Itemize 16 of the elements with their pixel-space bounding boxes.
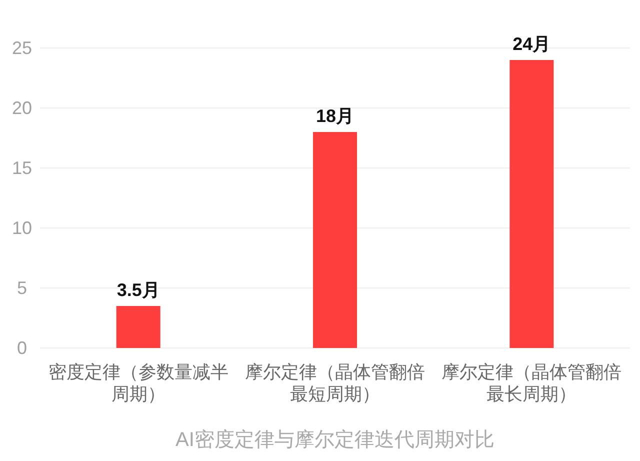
data-label: 3.5月 bbox=[116, 280, 160, 300]
y-tick-label: 5 bbox=[16, 278, 28, 298]
y-tick-label: 0 bbox=[16, 338, 28, 358]
x-tick-label: 密度定律（参数量减半周期） bbox=[48, 362, 228, 404]
bar bbox=[510, 60, 554, 348]
y-tick-label: 15 bbox=[12, 158, 32, 178]
x-tick-label: 摩尔定律（晶体管翻倍最短周期） bbox=[245, 362, 425, 404]
bar bbox=[313, 132, 357, 348]
bar bbox=[116, 306, 160, 348]
data-label: 18月 bbox=[316, 106, 354, 126]
y-tick-label: 20 bbox=[12, 98, 32, 118]
y-tick-label: 25 bbox=[12, 38, 32, 58]
x-tick-label: 摩尔定律（晶体管翻倍最长周期） bbox=[442, 362, 622, 404]
data-label: 24月 bbox=[512, 34, 551, 54]
y-tick-label: 10 bbox=[12, 218, 32, 238]
x-axis-title: AI密度定律与摩尔定律迭代周期对比 bbox=[176, 429, 494, 451]
